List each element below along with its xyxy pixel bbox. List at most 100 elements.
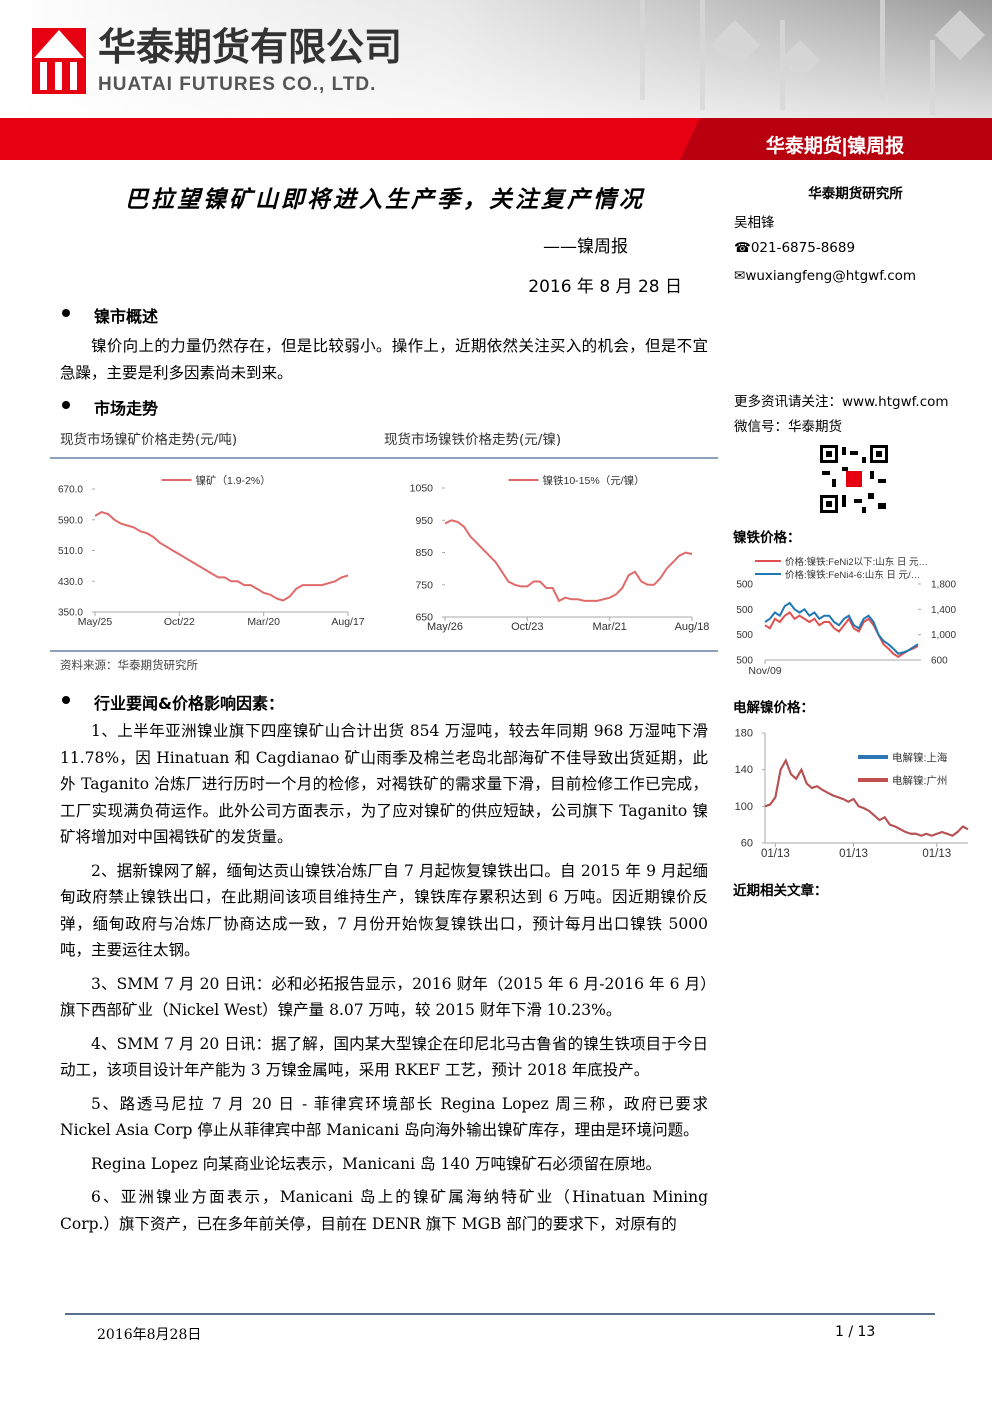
paragraph: 3、SMM 7 月 20 日讯：必和必拓报告显示，2016 财年（2015 年 … bbox=[60, 974, 708, 1020]
y-tick-label: 140 bbox=[735, 764, 753, 776]
y-tick-label: 500 bbox=[736, 580, 753, 591]
chart: 6001,0001,4001,800500500500500Nov/09价格:镍… bbox=[736, 556, 956, 677]
report-date: 2016 年 8 月 28 日 bbox=[528, 277, 682, 297]
qr-code bbox=[818, 443, 890, 515]
paragraph: 6、亚洲镍业方面表示，Manicani 岛上的镍矿属海纳特矿业（Hinatuan… bbox=[60, 1188, 708, 1233]
paragraph: 4、SMM 7 月 20 日讯：据了解，国内某大型镍企在印尼北马古鲁省的镍生铁项… bbox=[60, 1034, 708, 1080]
legend-label: 电解镍:广州 bbox=[892, 774, 947, 787]
series-line bbox=[94, 511, 349, 602]
footer-rule bbox=[65, 1313, 935, 1315]
paragraph: 5、路透马尼拉 7 月 20 日 - 菲律宾环境部长 Regina Lopez … bbox=[60, 1094, 708, 1140]
footer-date: 2016年8月28日 bbox=[97, 1327, 202, 1343]
ni-heading: 电解镍价格： bbox=[733, 700, 814, 716]
y-tick-label: 510.0 bbox=[58, 546, 83, 557]
bullet bbox=[62, 309, 70, 317]
series-line bbox=[444, 519, 693, 603]
x-tick-label: May/25 bbox=[78, 616, 113, 628]
chart-caption: 现货市场镍铁价格走势(元/镍) bbox=[384, 432, 562, 448]
y-tick-label: 500 bbox=[736, 605, 753, 616]
chart: 350.0 430.0 510.0 590.0 670.0 May/25 Oct/22 Mar… bbox=[58, 474, 365, 628]
y-tick-label: 1050 bbox=[410, 483, 434, 495]
related-heading: 近期相关文章： bbox=[733, 883, 828, 899]
x-tick-label: Mar/20 bbox=[247, 616, 280, 628]
series-line bbox=[764, 758, 969, 837]
y-tick-label: 950 bbox=[415, 515, 433, 527]
y-tick-label: 600 bbox=[931, 656, 948, 667]
section-body: 1、上半年亚洲镍业旗下四座镍矿山合计出货 854 万湿吨，较去年同期 968 万… bbox=[60, 718, 708, 1244]
x-tick-label: 01/13 bbox=[922, 848, 951, 860]
y-tick-label: 500 bbox=[736, 630, 753, 641]
report-tag: 华泰期货|镍周报 bbox=[766, 134, 904, 157]
section-heading: 行业要闻&价格影响因素： bbox=[94, 694, 284, 713]
y-tick-label: 1,000 bbox=[931, 630, 956, 641]
y-tick-label: 350.0 bbox=[58, 608, 83, 619]
report-subtitle: ——镍周报 bbox=[543, 237, 628, 257]
y-tick-label: 100 bbox=[735, 801, 753, 813]
institute: 华泰期货研究所 bbox=[808, 186, 903, 202]
x-tick-label: Nov/09 bbox=[748, 665, 781, 677]
chart-caption: 现货市场镍矿价格走势(元/吨) bbox=[60, 432, 238, 448]
x-tick-label: May/26 bbox=[427, 621, 463, 633]
email-icon: ✉ bbox=[734, 268, 746, 284]
header-decor bbox=[640, 0, 985, 115]
y-tick-label: 750 bbox=[415, 579, 433, 591]
header-fade bbox=[0, 0, 992, 118]
y-tick-label: 430.0 bbox=[58, 577, 83, 588]
chart: 650 750 850 950 1050 May/26 Oct/23 Mar/21 Aug/18… bbox=[410, 474, 710, 633]
legend-label: 电解镍:上海 bbox=[892, 751, 948, 764]
y-tick-label: 1,400 bbox=[931, 605, 956, 616]
legend-label: 镍矿（1.9-2%） bbox=[196, 474, 271, 487]
paragraph: Regina Lopez 向某商业论坛表示，Manicani 岛 140 万吨镍… bbox=[91, 1154, 661, 1173]
y-tick-label: 500 bbox=[736, 656, 753, 667]
report-title: 巴拉望镍矿山即将进入生产季，关注复产情况 bbox=[125, 186, 645, 213]
section-body: 镍价向上的力量仍然存在，但是比较弱小。操作上，近期依然关注买入的机会，但是不宜急… bbox=[60, 333, 708, 393]
source-note: 资料来源：华泰期货研究所 bbox=[60, 658, 198, 672]
paragraph: 1、上半年亚洲镍业旗下四座镍矿山合计出货 854 万湿吨，较去年同期 968 万… bbox=[60, 722, 708, 846]
series-line bbox=[764, 601, 919, 655]
author: 吴相锋 bbox=[734, 215, 775, 231]
x-tick-label: Oct/22 bbox=[164, 616, 195, 628]
bullet bbox=[62, 696, 70, 704]
y-tick-label: 670.0 bbox=[58, 485, 83, 496]
paragraph: 2、据新镍网了解，缅甸达贡山镍铁冶炼厂自 7 月起恢复镍铁出口。自 2015 年… bbox=[60, 861, 708, 960]
section-heading: 市场走势 bbox=[94, 399, 159, 418]
email-row: ✉wuxiangfeng@htgwf.com bbox=[734, 268, 916, 284]
x-tick-label: Mar/21 bbox=[593, 621, 627, 633]
red-band-dark bbox=[680, 118, 992, 160]
phone-icon: ☎ bbox=[734, 240, 751, 256]
email: wuxiangfeng@htgwf.com bbox=[745, 268, 917, 284]
x-tick-label: Aug/18 bbox=[675, 621, 710, 633]
nife-heading: 镍铁价格： bbox=[733, 530, 801, 546]
legend-label: 价格:镍铁:FeNi2以下:山东 日 元… bbox=[785, 556, 928, 568]
page-number: 1 / 13 bbox=[835, 1324, 876, 1340]
y-tick-label: 850 bbox=[415, 547, 433, 559]
company-cn: 华泰期货有限公司 bbox=[98, 27, 402, 69]
x-tick-label: Aug/17 bbox=[331, 616, 364, 628]
more-info: 更多资讯请关注：www.htgwf.com bbox=[734, 394, 949, 410]
legend-label: 价格:镍铁:FeNi4-6:山东 日 元/… bbox=[785, 569, 920, 581]
y-tick-label: 650 bbox=[415, 612, 433, 624]
y-tick-label: 180 bbox=[735, 728, 753, 740]
x-tick-label: Oct/23 bbox=[511, 621, 543, 633]
x-tick-label: 01/13 bbox=[839, 848, 868, 860]
rule bbox=[50, 650, 718, 652]
logo bbox=[32, 28, 86, 94]
x-tick-label: 01/13 bbox=[761, 848, 790, 860]
header: 华泰期货有限公司 HUATAI FUTURES CO., LTD. 华泰期货|镍… bbox=[0, 0, 992, 160]
legend-label: 镍铁10-15%（元/镍） bbox=[543, 474, 645, 487]
y-tick-label: 1,800 bbox=[931, 580, 956, 591]
y-tick-label: 590.0 bbox=[58, 515, 83, 526]
phone-row: ☎021-6875-8689 bbox=[734, 240, 855, 256]
series-line bbox=[764, 758, 969, 837]
rule bbox=[50, 457, 718, 459]
paragraph: 镍价向上的力量仍然存在，但是比较弱小。操作上，近期依然关注买入的机会，但是不宜急… bbox=[60, 337, 708, 382]
series-line bbox=[764, 611, 919, 658]
phone: 021-6875-8689 bbox=[750, 240, 856, 256]
bullet bbox=[62, 401, 70, 409]
y-tick-label: 60 bbox=[741, 838, 753, 850]
wechat: 微信号：华泰期货 bbox=[734, 419, 842, 435]
section-heading: 镍市概述 bbox=[94, 307, 159, 326]
company-en: HUATAI FUTURES CO., LTD. bbox=[98, 74, 376, 95]
